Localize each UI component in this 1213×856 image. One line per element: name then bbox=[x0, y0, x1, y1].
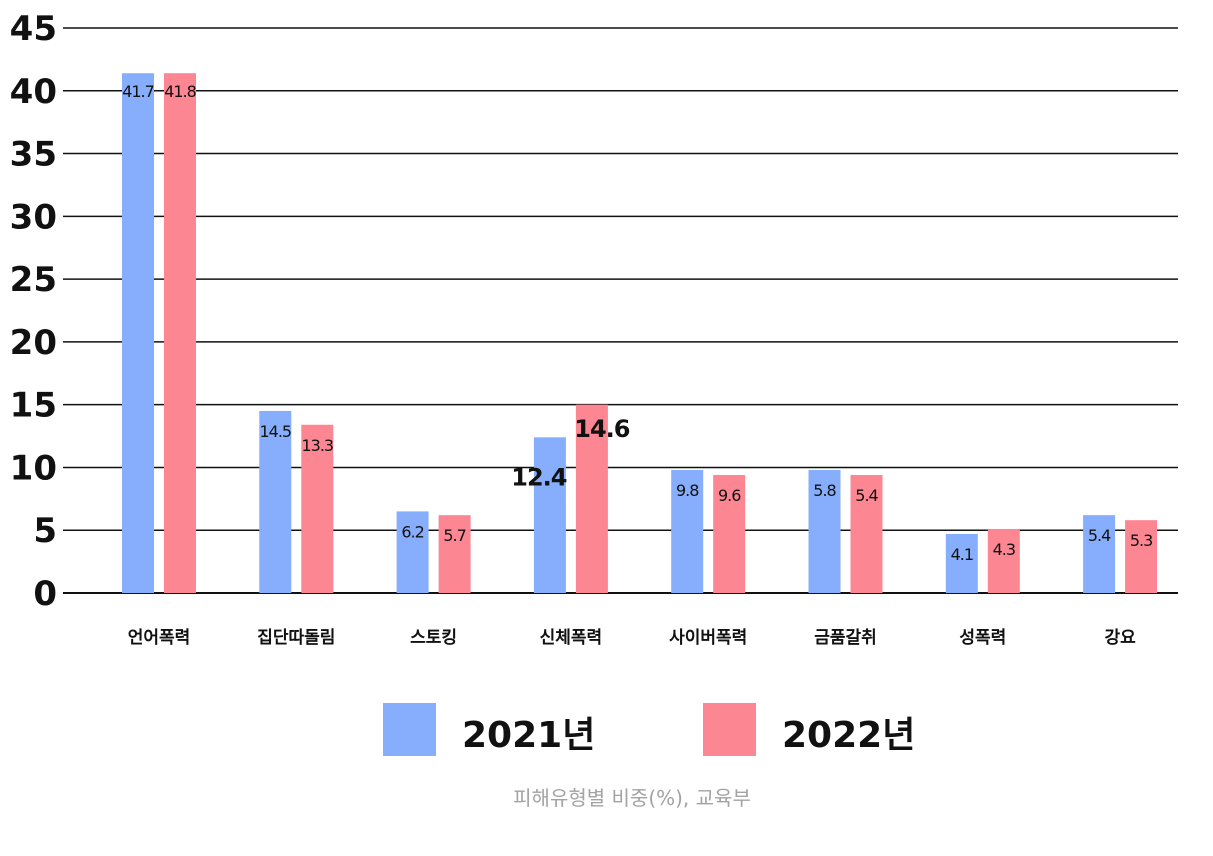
data-label: 4.1 bbox=[951, 545, 973, 564]
x-tick-label: 스토킹 bbox=[410, 628, 457, 648]
data-label: 9.6 bbox=[718, 486, 741, 505]
data-label: 12.4 bbox=[511, 463, 567, 491]
x-tick-label: 사이버폭력 bbox=[669, 628, 747, 648]
bars bbox=[122, 73, 1158, 593]
bar-2022 bbox=[301, 424, 334, 593]
legend-label-2022: 2022년 bbox=[782, 715, 915, 756]
bar-2021 bbox=[808, 469, 841, 593]
legend-swatch-2022 bbox=[703, 703, 756, 756]
y-tick-label: 0 bbox=[33, 574, 57, 614]
data-label: 5.8 bbox=[813, 481, 836, 500]
y-tick-label: 20 bbox=[10, 323, 57, 363]
x-tick-label: 언어폭력 bbox=[128, 628, 191, 648]
x-tick-label: 금품갈취 bbox=[814, 627, 877, 648]
bar-2021 bbox=[945, 533, 978, 593]
bar-2022 bbox=[164, 73, 196, 593]
bar-2021 bbox=[671, 469, 704, 593]
x-axis-ticks: 언어폭력 집단따돌림 스토킹 신체폭력 사이버폭력 금품갈취 성폭력 강요 bbox=[128, 627, 1136, 648]
data-label: 5.3 bbox=[1130, 531, 1152, 550]
legend: 2021년 2022년 bbox=[383, 703, 915, 756]
bar-2022 bbox=[987, 528, 1020, 593]
data-label: 9.8 bbox=[676, 481, 699, 500]
x-tick-label: 성폭력 bbox=[959, 628, 1006, 648]
x-tick-label: 신체폭력 bbox=[540, 628, 603, 648]
data-label: 13.3 bbox=[301, 436, 333, 455]
bar-2021 bbox=[259, 410, 292, 593]
y-axis-ticks: 0 5 10 15 20 25 30 35 40 45 bbox=[10, 9, 57, 614]
x-tick-label: 집단따돌림 bbox=[257, 628, 335, 648]
source-caption: 피해유형별 비중(%), 교육부 bbox=[513, 786, 751, 810]
y-tick-label: 25 bbox=[10, 260, 57, 300]
data-label: 41.8 bbox=[164, 82, 196, 101]
bar-2022 bbox=[438, 515, 471, 593]
data-label: 6.2 bbox=[401, 522, 423, 541]
y-tick-label: 45 bbox=[10, 9, 57, 49]
gridlines bbox=[63, 27, 1178, 594]
bar-2022 bbox=[575, 404, 608, 593]
data-label: 5.4 bbox=[1088, 526, 1111, 545]
legend-swatch-2021 bbox=[383, 703, 436, 756]
x-tick-label: 강요 bbox=[1104, 628, 1136, 648]
y-tick-label: 5 bbox=[33, 511, 57, 551]
data-label: 5.4 bbox=[855, 486, 878, 505]
data-labels: 41.7 41.8 14.5 13.3 6.2 5.7 12.414.6 9.8 9.6 5.8 5… bbox=[122, 82, 1153, 564]
data-label: 14.5 bbox=[259, 422, 291, 441]
bar-2021 bbox=[122, 73, 154, 593]
data-label: 4.3 bbox=[993, 540, 1015, 559]
data-label: 5.7 bbox=[443, 526, 465, 545]
bar-2021 bbox=[533, 437, 566, 593]
y-tick-label: 40 bbox=[10, 72, 57, 112]
legend-label-2021: 2021년 bbox=[462, 715, 595, 756]
y-tick-label: 30 bbox=[10, 197, 57, 237]
data-label: 41.7 bbox=[122, 82, 154, 101]
bar-2022 bbox=[850, 474, 883, 593]
data-label: 14.6 bbox=[574, 415, 630, 443]
y-tick-label: 15 bbox=[10, 386, 57, 426]
bar-2021 bbox=[1083, 515, 1116, 593]
bar-2021 bbox=[396, 511, 429, 593]
y-tick-label: 35 bbox=[10, 135, 57, 175]
bar-2022 bbox=[1125, 520, 1158, 593]
y-tick-label: 10 bbox=[10, 448, 57, 488]
bar-2022 bbox=[713, 474, 746, 593]
